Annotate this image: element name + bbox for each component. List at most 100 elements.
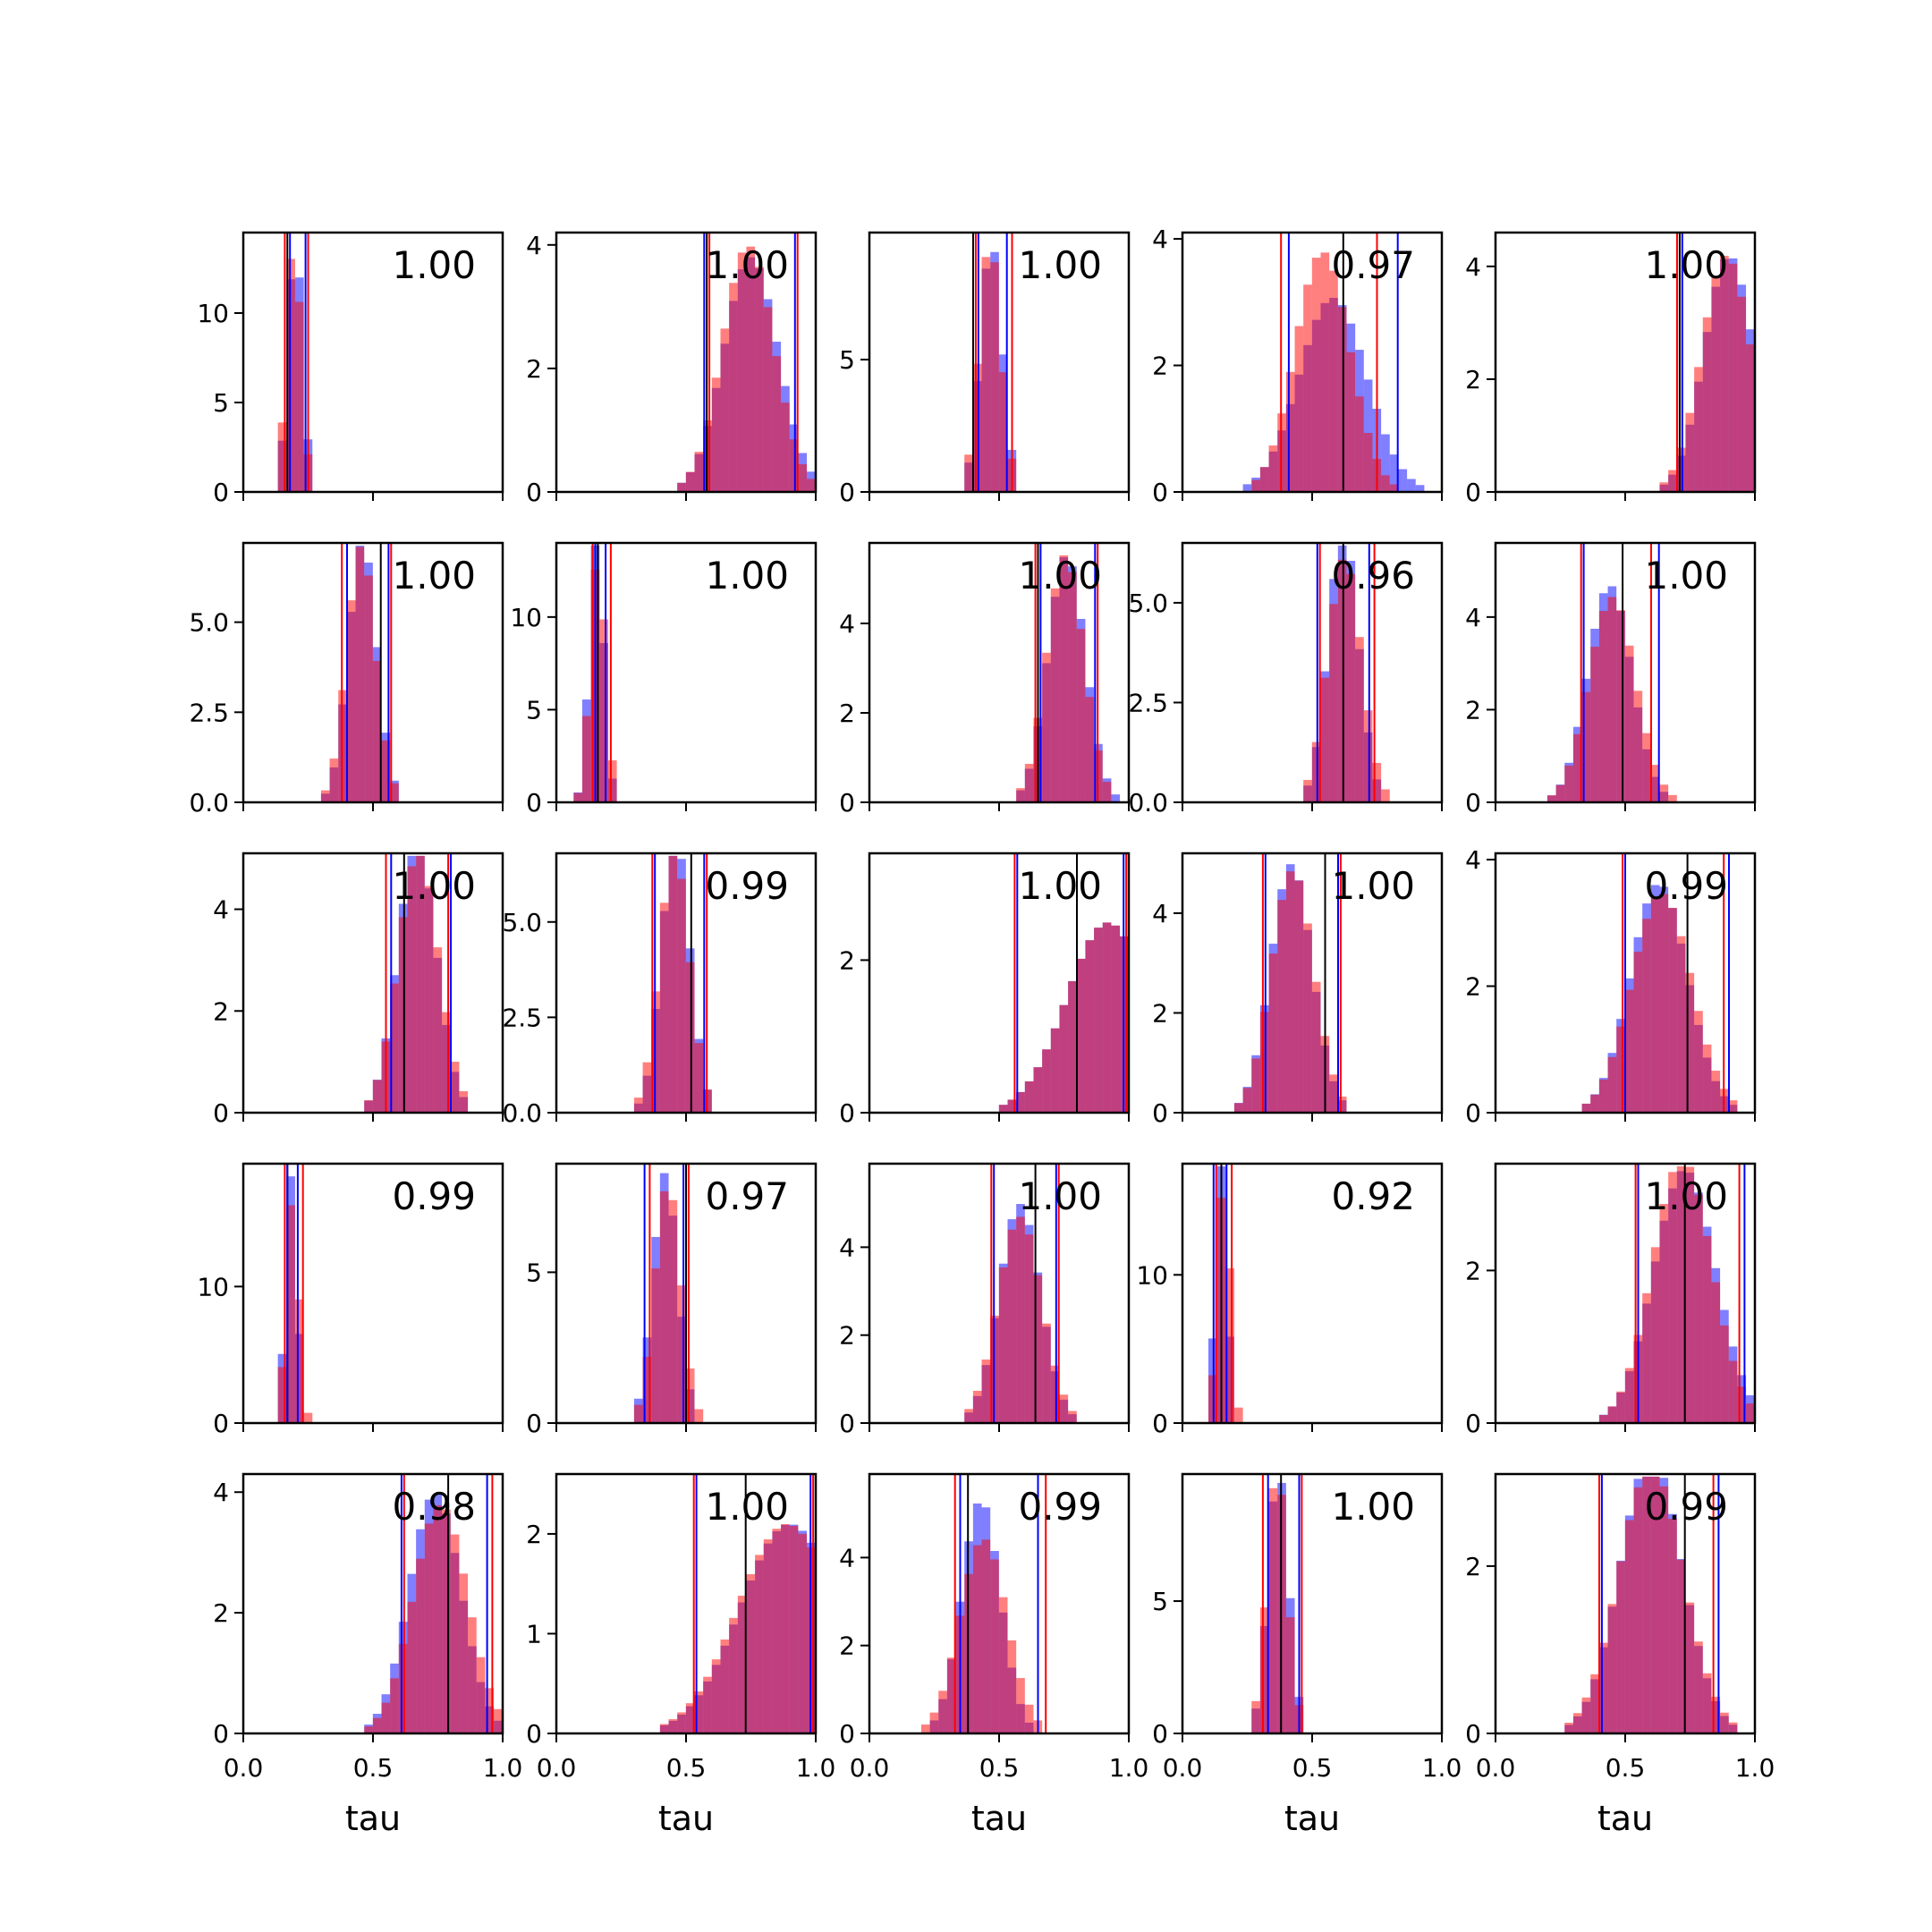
- hist-bar-series2: [372, 1080, 382, 1113]
- y-tick-label: 2: [1465, 365, 1481, 394]
- hist-bar-series2: [755, 267, 764, 492]
- panel-r5-c1: 0 2 4 0.0 0.5 1.0 0.98: [213, 1472, 522, 1783]
- x-tick-label: 0.0: [1163, 1753, 1203, 1783]
- y-tick-label: 10: [510, 603, 542, 632]
- hist-bar-series2: [1616, 610, 1625, 802]
- plot-area: [364, 853, 469, 1113]
- plot-area: [573, 543, 617, 802]
- y-tick-label: 2: [213, 1598, 229, 1628]
- hist-bar-series2: [1337, 559, 1347, 802]
- panel-value-label: 0.99: [705, 864, 789, 908]
- hist-bar-series2: [1294, 326, 1304, 492]
- hist-bar-series2: [1251, 1700, 1260, 1733]
- hist-bar-series2: [929, 1712, 939, 1733]
- panel-value-label: 1.00: [1644, 1174, 1728, 1218]
- y-tick-label: 0: [1152, 1409, 1168, 1438]
- hist-bar-series2: [1024, 1081, 1034, 1113]
- hist-bar-series2: [1572, 733, 1582, 802]
- y-tick-label: 2: [526, 1520, 542, 1549]
- plot-area: [364, 1474, 503, 1733]
- y-tick-label: 4: [526, 231, 542, 260]
- hist-bar-series2: [1598, 1414, 1608, 1423]
- hist-bar-series2: [1624, 1368, 1634, 1423]
- hist-bar-series2: [1685, 412, 1695, 492]
- hist-bar-series2: [581, 716, 591, 802]
- plot-area: [633, 853, 712, 1113]
- y-tick-label: 2.5: [502, 1003, 542, 1032]
- hist-bar-series2: [1251, 1058, 1260, 1113]
- hist-bar-series2: [407, 866, 417, 1113]
- y-tick-label: 2: [839, 699, 855, 728]
- hist-bar-series1: [1389, 454, 1399, 492]
- hist-bar-series2: [1311, 741, 1321, 802]
- plot-area: [1581, 853, 1738, 1113]
- y-tick-label: 5: [213, 388, 229, 418]
- hist-bar-series2: [1702, 1673, 1712, 1733]
- hist-bar-series2: [1042, 1323, 1051, 1423]
- hist-bar-series2: [1042, 1049, 1051, 1113]
- panel-r5-c4: 0 5 0.0 0.5 1.0 1.00: [1152, 1472, 1462, 1783]
- hist-bar-series2: [677, 1285, 686, 1423]
- hist-bar-series2: [694, 1043, 704, 1113]
- hist-bar-series2: [1085, 697, 1095, 802]
- hist-bar-series2: [677, 482, 686, 492]
- hist-bar-series2: [390, 783, 399, 802]
- hist-bar-series2: [573, 792, 582, 802]
- y-tick-label: 0: [1465, 788, 1481, 818]
- hist-bar-series2: [685, 1703, 695, 1733]
- y-tick-label: 5.0: [1128, 589, 1168, 618]
- y-tick-label: 2: [526, 354, 542, 384]
- hist-bar-series2: [1102, 782, 1112, 802]
- hist-bar-series2: [1694, 1194, 1703, 1423]
- hist-bar-series2: [1676, 936, 1686, 1113]
- panel-r4-c4: 0 10 0.92: [1136, 1162, 1444, 1438]
- y-tick-label: 0: [213, 1409, 229, 1438]
- hist-bar-series2: [1711, 1282, 1721, 1423]
- panel-value-label: 0.99: [1018, 1485, 1102, 1529]
- panel-r2-c5: 0 2 4 1.00: [1465, 541, 1757, 818]
- hist-bar-series2: [981, 1359, 991, 1423]
- panel-r1-c1: 0 5 10 1.00: [197, 231, 504, 507]
- hist-bar-series2: [729, 1617, 738, 1733]
- hist-bar-series2: [1633, 691, 1643, 802]
- y-tick-label: 10: [197, 299, 229, 328]
- hist-bar-series2: [433, 1505, 443, 1733]
- hist-bar-series2: [1659, 894, 1669, 1113]
- y-tick-label: 4: [213, 895, 229, 925]
- y-tick-label: 0: [526, 788, 542, 818]
- hist-bar-series2: [1694, 1011, 1703, 1113]
- hist-bar-series2: [668, 1719, 678, 1733]
- hist-bar-series2: [1728, 1100, 1738, 1113]
- hist-bar-series2: [720, 1639, 730, 1733]
- hist-bar-series2: [1268, 953, 1278, 1113]
- hist-bar-series1: [1381, 434, 1390, 492]
- panel-r2-c4: 0.0 2.5 5.0 0.96: [1128, 541, 1444, 818]
- hist-bar-series2: [1711, 1697, 1721, 1733]
- y-tick-label: 0: [213, 1719, 229, 1749]
- hist-bar-series2: [1607, 597, 1617, 802]
- y-tick-label: 5.0: [189, 608, 229, 638]
- y-tick-label: 0: [526, 1719, 542, 1749]
- plot-area: [277, 1164, 313, 1423]
- panel-r4-c3: 0 2 4 1.00: [839, 1162, 1131, 1438]
- hist-bar-series2: [1746, 343, 1755, 492]
- plot-area: [1233, 853, 1347, 1113]
- hist-bar-series2: [998, 1267, 1008, 1423]
- hist-bar-series2: [781, 402, 790, 492]
- panel-value-label: 0.99: [1644, 864, 1728, 908]
- hist-bar-series2: [981, 1539, 991, 1733]
- hist-bar-series2: [763, 1538, 773, 1733]
- hist-bar-series2: [946, 1657, 956, 1733]
- plot-area: [1659, 233, 1755, 492]
- y-tick-label: 0: [1465, 1409, 1481, 1438]
- y-tick-label: 0: [1465, 1719, 1481, 1749]
- hist-bar-series2: [1642, 733, 1651, 802]
- hist-bar-series2: [1016, 1678, 1025, 1733]
- plot-area: [677, 233, 816, 492]
- hist-bar-series2: [694, 1691, 704, 1733]
- panel-value-label: 1.00: [1331, 1485, 1415, 1529]
- hist-bar-series2: [1233, 1407, 1243, 1423]
- hist-bar-series2: [1303, 284, 1312, 492]
- y-tick-label: 5: [1152, 1587, 1168, 1616]
